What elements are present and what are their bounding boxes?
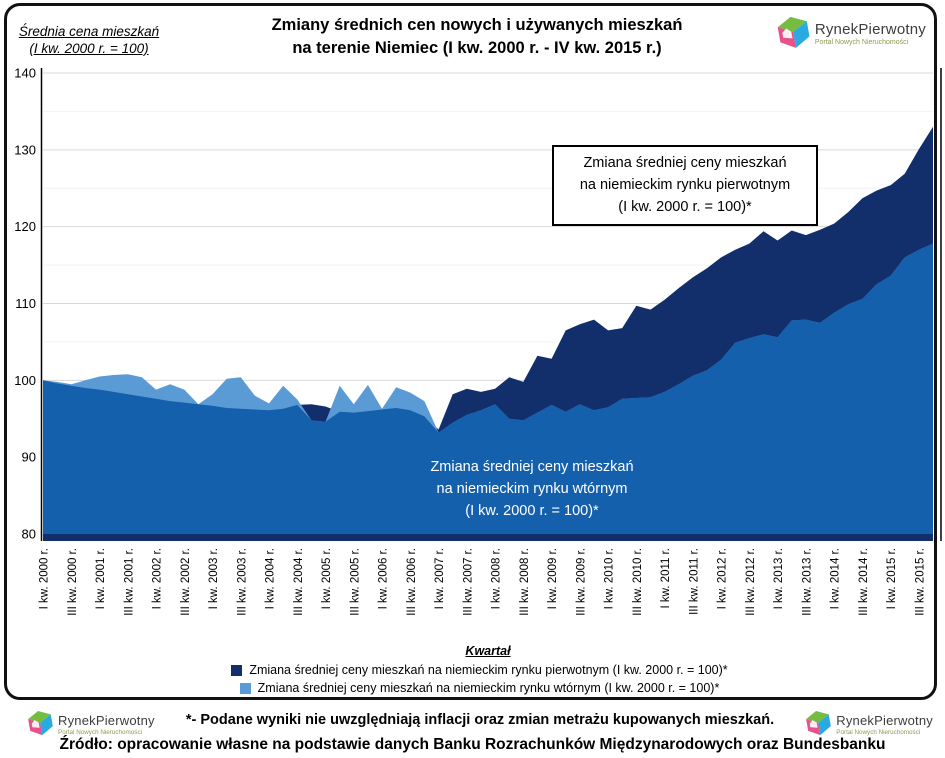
legend: Zmiana średniej ceny mieszkań na niemiec… bbox=[7, 661, 945, 697]
svg-text:80: 80 bbox=[22, 527, 36, 542]
chart-title: Zmiany średnich cen nowych i używanych m… bbox=[177, 14, 777, 60]
y-axis-header-line1: Średnia cena mieszkań bbox=[18, 24, 160, 39]
svg-text:I kw. 2001 r.: I kw. 2001 r. bbox=[95, 548, 107, 609]
svg-text:I kw. 2006 r.: I kw. 2006 r. bbox=[378, 548, 390, 609]
annotation-primary-line1: Zmiana średniej ceny mieszkań bbox=[583, 155, 787, 171]
svg-text:I kw. 2013 r.: I kw. 2013 r. bbox=[773, 548, 785, 609]
svg-text:I kw. 2007 r.: I kw. 2007 r. bbox=[434, 548, 446, 609]
logo-text: RynekPierwotny Portal Nowych Nieruchomoś… bbox=[836, 713, 933, 736]
svg-text:III kw. 2011 r.: III kw. 2011 r. bbox=[688, 548, 700, 615]
rynekpierwotny-logo-bottom-left: RynekPierwotny Portal Nowych Nieruchomoś… bbox=[26, 708, 155, 741]
svg-text:III kw. 2007 r.: III kw. 2007 r. bbox=[462, 548, 474, 616]
footnote-text: *- Podane wyniki nie uwzględniają inflac… bbox=[185, 712, 775, 728]
annotation-primary-market: Zmiana średniej ceny mieszkań na niemiec… bbox=[552, 145, 818, 227]
svg-text:III kw. 2010 r.: III kw. 2010 r. bbox=[632, 548, 644, 616]
legend-swatch-primary bbox=[231, 664, 243, 676]
svg-text:I kw. 2000 r.: I kw. 2000 r. bbox=[39, 548, 51, 609]
annotation-secondary-line2: na niemieckim rynku wtórnym bbox=[436, 480, 628, 497]
house-cube-icon bbox=[775, 13, 811, 54]
logo-text: RynekPierwotny Portal Nowych Nieruchomoś… bbox=[815, 21, 926, 46]
logo-name: RynekPierwotny bbox=[814, 21, 926, 38]
svg-text:III kw. 2012 r.: III kw. 2012 r. bbox=[745, 548, 757, 616]
svg-text:III kw. 2015 r.: III kw. 2015 r. bbox=[914, 548, 926, 616]
house-cube-icon bbox=[804, 708, 832, 741]
svg-text:III kw. 2001 r.: III kw. 2001 r. bbox=[123, 548, 135, 616]
svg-text:I kw. 2009 r.: I kw. 2009 r. bbox=[547, 548, 559, 609]
svg-text:III kw. 2004 r.: III kw. 2004 r. bbox=[293, 548, 305, 616]
chart-frame: Średnia cena mieszkań (I kw. 2000 r. = 1… bbox=[4, 3, 942, 700]
svg-text:I kw. 2014 r.: I kw. 2014 r. bbox=[830, 548, 842, 609]
svg-text:III kw. 2013 r.: III kw. 2013 r. bbox=[801, 548, 813, 616]
svg-text:140: 140 bbox=[14, 66, 36, 81]
x-axis-title: Kwartał bbox=[465, 644, 511, 658]
rynekpierwotny-logo-top: RynekPierwotny Portal Nowych Nieruchomoś… bbox=[775, 13, 926, 54]
svg-text:III kw. 2009 r.: III kw. 2009 r. bbox=[575, 548, 587, 616]
svg-text:I kw. 2011 r.: I kw. 2011 r. bbox=[660, 548, 672, 609]
legend-label-primary: Zmiana średniej ceny mieszkań na niemiec… bbox=[249, 663, 728, 677]
annotation-secondary-line1: Zmiana średniej ceny mieszkań bbox=[430, 459, 634, 475]
rynekpierwotny-logo-bottom-right: RynekPierwotny Portal Nowych Nieruchomoś… bbox=[804, 708, 933, 741]
svg-text:I kw. 2012 r.: I kw. 2012 r. bbox=[717, 548, 729, 609]
svg-text:III kw. 2003 r.: III kw. 2003 r. bbox=[236, 548, 248, 616]
svg-text:90: 90 bbox=[22, 450, 36, 465]
annotation-secondary-market: Zmiana średniej ceny mieszkań na niemiec… bbox=[389, 457, 675, 522]
svg-text:I kw. 2010 r.: I kw. 2010 r. bbox=[604, 548, 616, 609]
logo-subtitle: Portal Nowych Nieruchomości bbox=[58, 729, 142, 736]
chart-title-line1: Zmiany średnich cen nowych i używanych m… bbox=[271, 16, 683, 34]
source-line: Źródło: opracowanie własne na podstawie … bbox=[59, 736, 886, 753]
svg-text:130: 130 bbox=[14, 142, 36, 157]
svg-text:III kw. 2000 r.: III kw. 2000 r. bbox=[67, 548, 79, 616]
chart-title-line2: na terenie Niemiec (I kw. 2000 r. - IV k… bbox=[292, 39, 662, 58]
svg-text:100: 100 bbox=[14, 373, 36, 388]
svg-text:I kw. 2004 r.: I kw. 2004 r. bbox=[265, 548, 277, 609]
svg-text:I kw. 2015 r.: I kw. 2015 r. bbox=[886, 548, 898, 609]
legend-item-primary: Zmiana średniej ceny mieszkań na niemiec… bbox=[7, 661, 945, 679]
logo-name: RynekPierwotny bbox=[836, 713, 933, 728]
annotation-primary-line2: na niemieckim rynku pierwotnym bbox=[579, 176, 791, 193]
svg-text:III kw. 2005 r.: III kw. 2005 r. bbox=[349, 548, 361, 616]
y-axis-header: Średnia cena mieszkań (I kw. 2000 r. = 1… bbox=[13, 24, 165, 58]
logo-subtitle: Portal Nowych Nieruchomości bbox=[836, 729, 921, 736]
footnote-row: RynekPierwotny Portal Nowych Nieruchomoś… bbox=[0, 704, 945, 740]
svg-text:110: 110 bbox=[15, 296, 36, 311]
svg-text:I kw. 2002 r.: I kw. 2002 r. bbox=[152, 548, 164, 609]
house-cube-icon bbox=[26, 708, 54, 741]
legend-swatch-secondary bbox=[239, 682, 251, 694]
area-chart-plot: 80 90 100 110 120 130 140 I kw. 2000 r. III kw. … bbox=[14, 66, 942, 616]
annotation-primary-line3: (I kw. 2000 r. = 100)* bbox=[618, 198, 752, 215]
svg-text:III kw. 2006 r.: III kw. 2006 r. bbox=[406, 548, 418, 616]
legend-item-secondary: Zmiana średniej ceny mieszkań na niemiec… bbox=[7, 679, 945, 697]
svg-text:120: 120 bbox=[14, 219, 36, 234]
svg-text:III kw. 2008 r.: III kw. 2008 r. bbox=[519, 548, 531, 616]
svg-text:III kw. 2014 r.: III kw. 2014 r. bbox=[858, 548, 870, 616]
svg-text:III kw. 2002 r.: III kw. 2002 r. bbox=[180, 548, 192, 616]
svg-text:I kw. 2008 r.: I kw. 2008 r. bbox=[491, 548, 503, 609]
logo-name: RynekPierwotny bbox=[58, 713, 155, 728]
annotation-secondary-line3: (I kw. 2000 r. = 100)* bbox=[465, 502, 599, 519]
svg-text:I kw. 2003 r.: I kw. 2003 r. bbox=[208, 548, 220, 609]
svg-text:I kw. 2005 r.: I kw. 2005 r. bbox=[321, 548, 333, 609]
logo-subtitle: Portal Nowych Nieruchomości bbox=[814, 39, 909, 46]
logo-text: RynekPierwotny Portal Nowych Nieruchomoś… bbox=[58, 713, 155, 736]
legend-label-secondary: Zmiana średniej ceny mieszkań na niemiec… bbox=[257, 681, 720, 695]
y-axis-header-line2: (I kw. 2000 r. = 100) bbox=[29, 40, 149, 56]
